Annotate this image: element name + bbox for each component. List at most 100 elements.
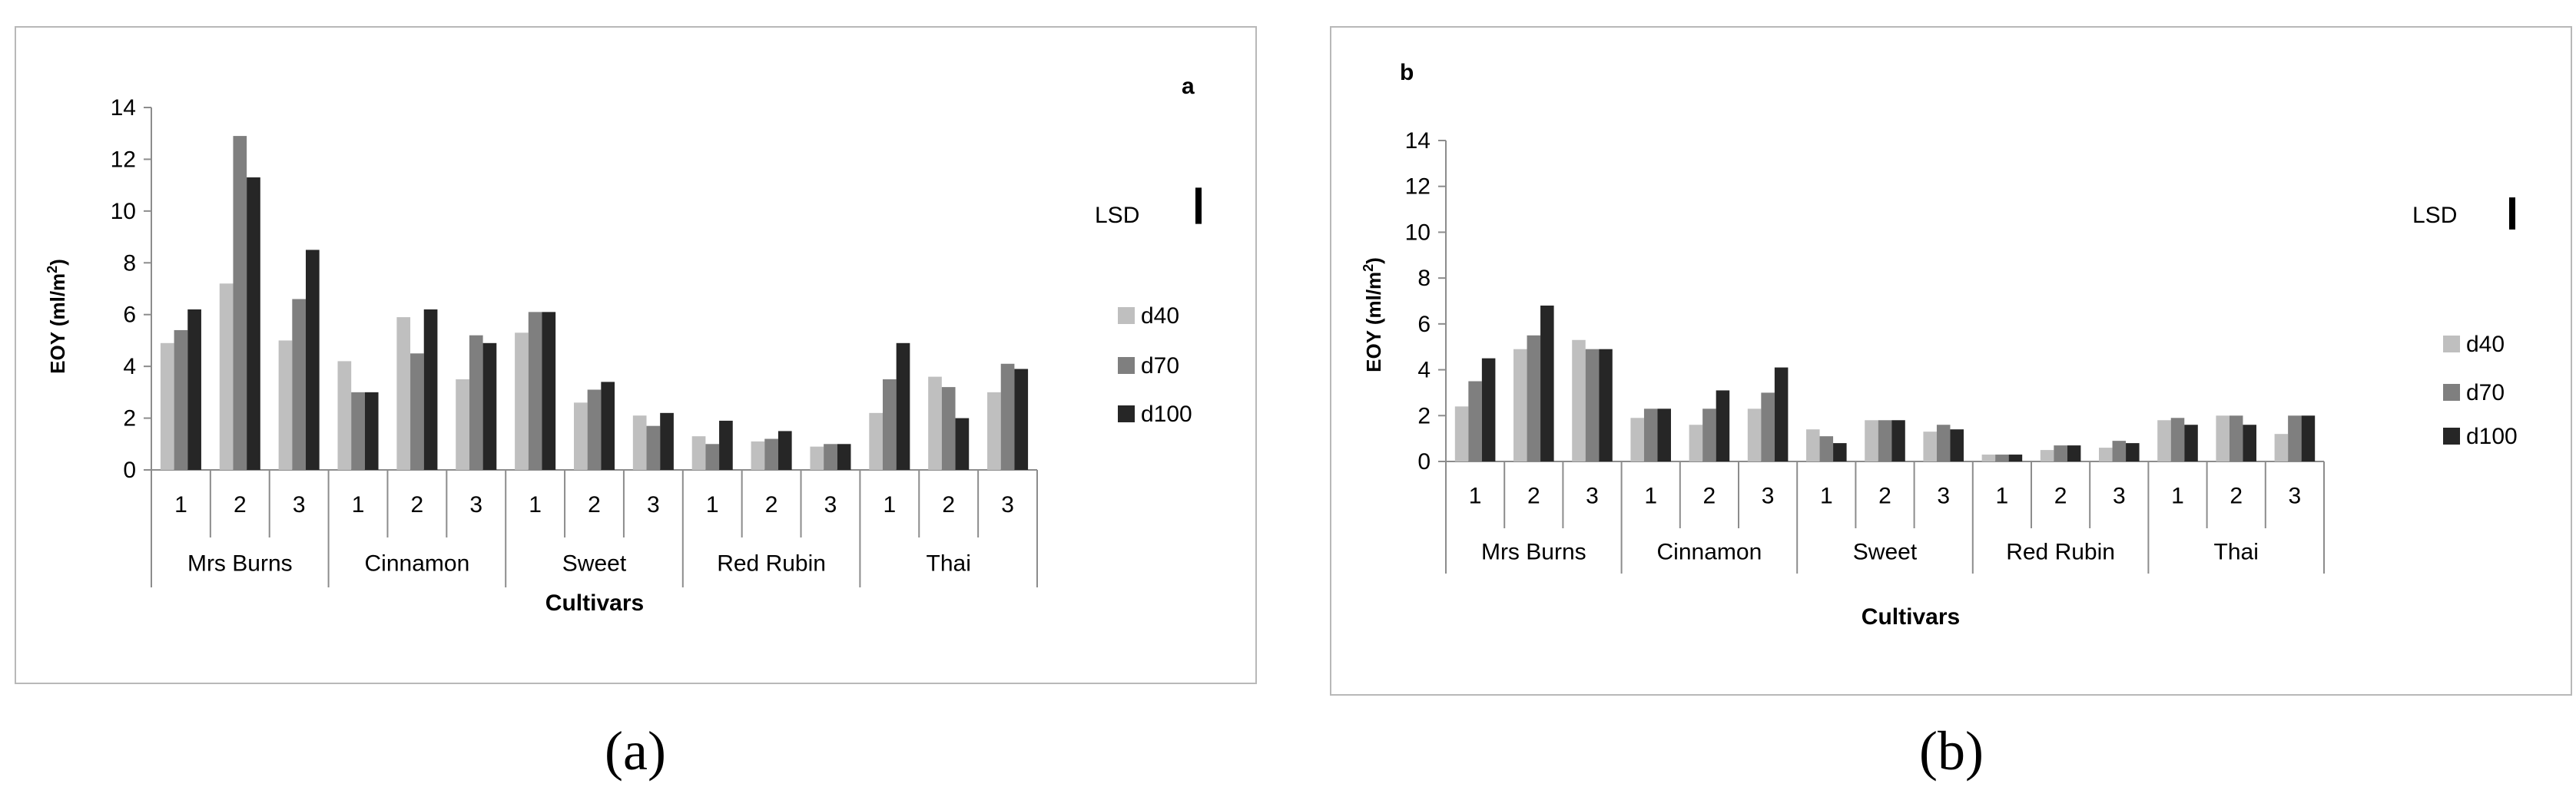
legend-label: d70	[2466, 380, 2505, 405]
y-tick-label: 10	[1405, 220, 1431, 245]
group-label: Thai	[2214, 540, 2259, 565]
bar-d100	[1657, 408, 1671, 461]
bar-d100	[1540, 305, 1554, 461]
bar-d70	[1878, 420, 1892, 461]
bar-d100	[2008, 455, 2023, 461]
bar-d100	[1014, 369, 1029, 470]
lsd-label-b: LSD	[2412, 203, 2457, 228]
legend-swatch	[2443, 384, 2460, 401]
bar-d100	[1599, 349, 1613, 461]
x-tick-label: 1	[1469, 484, 1482, 509]
y-tick-label: 6	[123, 303, 136, 328]
bar-d70	[2054, 445, 2067, 461]
chart-frame-a	[15, 26, 1257, 684]
bar-d100	[837, 444, 851, 470]
x-tick-label: 1	[1820, 484, 1833, 509]
bar-d100	[719, 420, 733, 470]
bar-d100	[423, 309, 438, 470]
bar-d40	[869, 412, 883, 470]
legend-swatch	[2443, 428, 2460, 445]
x-tick-label: 2	[765, 492, 778, 518]
y-tick-label: 8	[1417, 266, 1431, 291]
bar-d100	[2184, 425, 2198, 461]
x-tick-label: 3	[647, 492, 660, 518]
y-tick-label: 10	[111, 199, 136, 224]
x-tick-label: 2	[2230, 484, 2243, 509]
bar-d40	[160, 342, 174, 470]
group-label: Mrs Burns	[1481, 540, 1586, 565]
bar-d70	[1643, 408, 1658, 461]
x-tick-label: 3	[469, 492, 482, 518]
bar-d40	[1572, 339, 1586, 461]
bar-d100	[2126, 443, 2140, 461]
bar-d40	[632, 415, 647, 470]
bar-d70	[646, 425, 661, 470]
bar-d40	[1923, 432, 1937, 461]
bar-d40	[928, 376, 942, 470]
bar-d100	[542, 312, 556, 470]
bar-d70	[233, 136, 247, 471]
legend-swatch	[1118, 357, 1135, 374]
bar-d100	[2301, 415, 2316, 461]
bar-d70	[2288, 415, 2302, 461]
x-tick-label: 1	[529, 492, 542, 518]
bar-d40	[1806, 429, 1820, 461]
bar-d70	[824, 444, 837, 470]
legend-swatch	[1118, 405, 1135, 422]
bar-d70	[528, 312, 542, 470]
lsd-bar	[2509, 197, 2515, 230]
y-tick-label: 6	[1417, 312, 1431, 337]
caption-a: (a)	[605, 720, 666, 782]
x-tick-label: 3	[1586, 484, 1599, 509]
y-tick-label: 14	[111, 95, 136, 121]
bar-d70	[1936, 425, 1951, 461]
bar-d70	[469, 335, 483, 470]
y-tick-label: 12	[111, 147, 136, 172]
x-tick-label: 1	[883, 492, 896, 518]
y-tick-label: 4	[1417, 358, 1431, 383]
y-tick-label: 0	[1417, 449, 1431, 475]
y-axis-label-b: EOY (ml/m2)	[1361, 257, 1385, 372]
bar-d70	[351, 392, 365, 470]
bar-d70	[1585, 349, 1600, 461]
bar-d100	[1950, 429, 1964, 461]
x-tick-label: 3	[1762, 484, 1775, 509]
bar-d70	[941, 387, 956, 470]
x-tick-label: 1	[174, 492, 187, 518]
bar-d100	[2067, 445, 2081, 461]
y-tick-label: 0	[123, 458, 136, 483]
legend-swatch	[2443, 336, 2460, 352]
bar-d100	[1833, 443, 1847, 461]
group-label: Sweet	[1853, 540, 1918, 565]
bar-d40	[2216, 415, 2230, 461]
bar-d100	[660, 412, 674, 470]
bar-d40	[1689, 425, 1703, 461]
bar-d70	[2229, 415, 2243, 461]
group-label: Sweet	[562, 551, 627, 577]
bar-d70	[705, 444, 720, 470]
bar-d40	[2274, 434, 2289, 461]
group-label: Red Rubin	[2006, 540, 2115, 565]
x-tick-label: 1	[706, 492, 719, 518]
bar-d40	[1981, 455, 1996, 461]
bar-d40	[219, 283, 234, 470]
x-tick-label: 1	[1996, 484, 2009, 509]
panel-tag-a: a	[1182, 74, 1195, 99]
bar-d70	[1000, 363, 1015, 470]
x-tick-label: 2	[942, 492, 955, 518]
bar-d70	[2112, 441, 2127, 461]
panel-tag-b: b	[1400, 60, 1414, 85]
bar-d70	[587, 389, 602, 470]
legend-label: d100	[2466, 424, 2518, 449]
x-tick-label: 2	[588, 492, 601, 518]
bar-d100	[1716, 390, 1730, 461]
x-tick-label: 3	[2113, 484, 2126, 509]
bar-d70	[764, 438, 778, 470]
bar-d40	[1513, 349, 1527, 461]
bar-d100	[306, 250, 320, 470]
bar-d100	[364, 392, 379, 470]
group-label: Red Rubin	[717, 551, 826, 577]
bar-d40	[1865, 420, 1878, 461]
x-tick-label: 2	[1703, 484, 1716, 509]
